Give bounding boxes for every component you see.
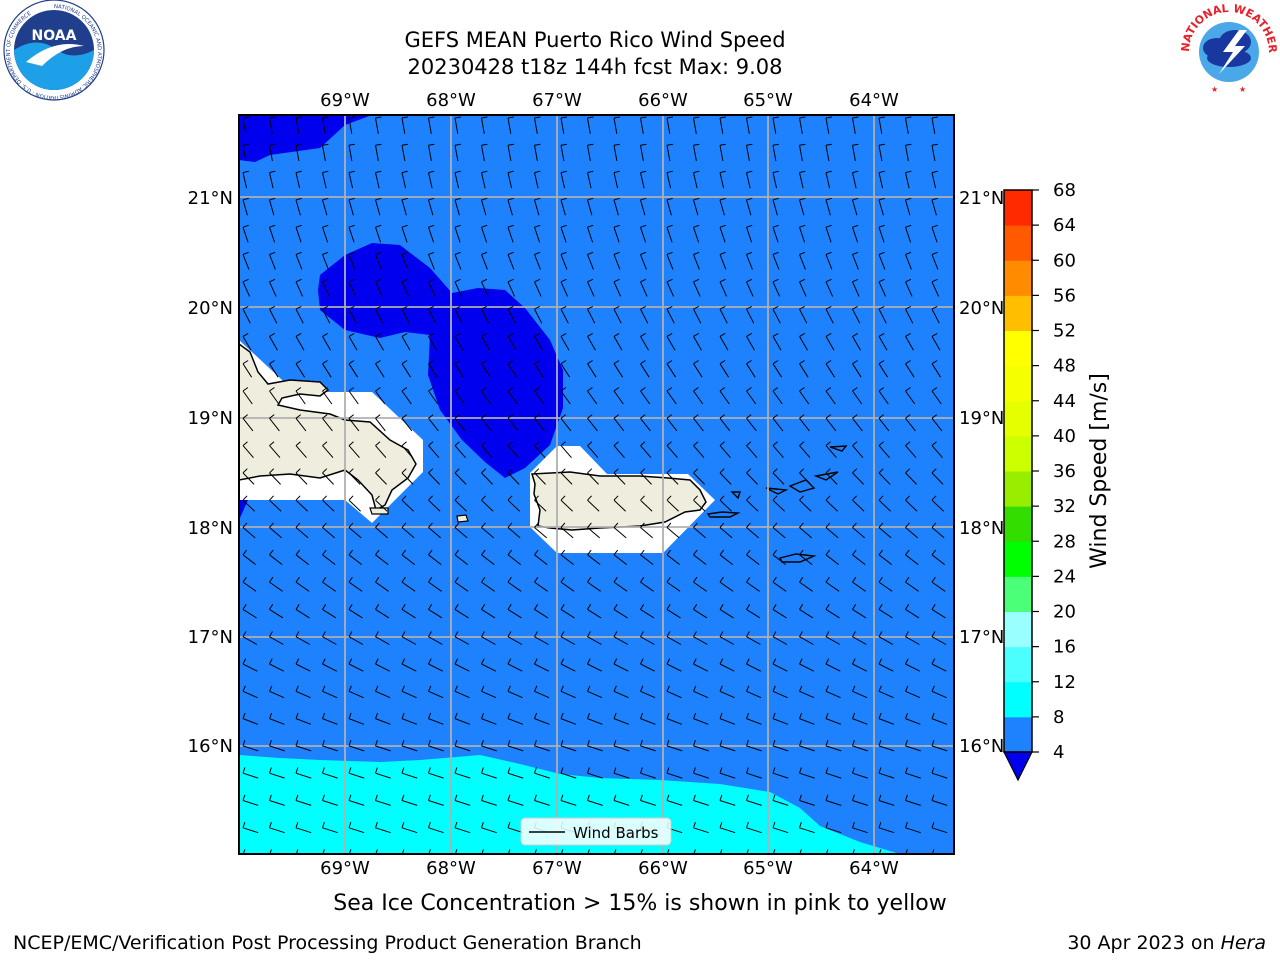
colorbar-tick-label: 36 xyxy=(1053,461,1076,482)
colorbar-segment xyxy=(1004,435,1032,472)
lon-label-top: 64°W xyxy=(849,90,899,111)
lat-label-right: 17°N xyxy=(959,627,1004,648)
wind-fill-8-12 xyxy=(239,755,900,854)
lon-label-top: 69°W xyxy=(320,90,370,111)
svg-text:★: ★ xyxy=(1211,85,1218,94)
colorbar-tick-label: 44 xyxy=(1053,391,1076,412)
svg-text:★: ★ xyxy=(1239,85,1246,94)
lon-label-bottom: 67°W xyxy=(532,858,582,879)
wind-fill-below-4-center xyxy=(318,243,563,478)
nws-logo: NATIONAL WEATHER SERVICE ★ ★ xyxy=(1177,0,1279,99)
lon-label-bottom: 69°W xyxy=(320,858,370,879)
lat-label-left: 18°N xyxy=(188,518,233,539)
colorbar-tick-label: 12 xyxy=(1053,672,1076,693)
colorbar-segment xyxy=(1004,646,1032,683)
producer-credit: NCEP/EMC/Verification Post Processing Pr… xyxy=(13,932,642,954)
colorbar-segment xyxy=(1004,225,1032,261)
wind-fill-below-4-north xyxy=(239,115,372,162)
colorbar-tick-label: 52 xyxy=(1053,321,1076,342)
colorbar-extend-triangle xyxy=(1003,751,1033,782)
colorbar-tick-label: 64 xyxy=(1053,215,1076,236)
colorbar-segment xyxy=(1004,330,1032,367)
colorbar-tick-label: 32 xyxy=(1053,496,1076,517)
lon-label-bottom: 64°W xyxy=(849,858,899,879)
lat-label-left: 17°N xyxy=(188,627,233,648)
lat-label-right: 16°N xyxy=(959,736,1004,757)
colorbar-segment xyxy=(1004,190,1032,226)
date-text: 30 Apr 2023 on xyxy=(1067,932,1221,954)
colorbar-tick-label: 40 xyxy=(1053,426,1076,447)
colorbar-tick-label: 56 xyxy=(1053,285,1076,306)
noaa-logo: NOAA NATIONAL OCEANIC AND ATMOSPHERIC AD… xyxy=(3,0,105,101)
lat-label-right: 20°N xyxy=(959,298,1004,319)
colorbar-tick-label: 4 xyxy=(1053,742,1064,763)
colorbar-tick-label: 8 xyxy=(1053,707,1064,728)
lon-label-top: 66°W xyxy=(638,90,688,111)
lon-label-top: 65°W xyxy=(743,90,793,111)
chart-title: GEFS MEAN Puerto Rico Wind Speed xyxy=(404,28,786,52)
lat-label-right: 18°N xyxy=(959,518,1004,539)
wind-barbs xyxy=(242,116,948,854)
colorbar-tick-label: 16 xyxy=(1053,637,1076,658)
colorbar-segment xyxy=(1004,400,1032,437)
colorbar-segment xyxy=(1004,576,1032,612)
run-date: 30 Apr 2023 on Hera xyxy=(1067,932,1266,954)
legend-label: Wind Barbs xyxy=(573,824,659,842)
noaa-logo-text: NOAA xyxy=(32,28,77,44)
wind-barb-field xyxy=(242,116,948,854)
lat-label-right: 21°N xyxy=(959,188,1004,209)
lon-label-top: 67°W xyxy=(532,90,582,111)
chart-subtitle: 20230428 t18z 144h fcst Max: 9.08 xyxy=(407,55,783,79)
colorbar-segment xyxy=(1004,260,1032,296)
colorbar-tick-label: 24 xyxy=(1053,566,1076,587)
colorbar-segment xyxy=(1004,471,1032,507)
lon-label-bottom: 68°W xyxy=(426,858,476,879)
colorbar-segment xyxy=(1004,295,1032,331)
lat-label-left: 21°N xyxy=(188,188,233,209)
graticule xyxy=(239,115,954,854)
colorbar-segment xyxy=(1004,541,1032,577)
sea-ice-note: Sea Ice Concentration > 15% is shown in … xyxy=(333,891,947,916)
colorbar-segment xyxy=(1004,506,1032,542)
lon-label-top: 68°W xyxy=(426,90,476,111)
colorbar-segment xyxy=(1004,365,1032,402)
colorbar-tick-label: 20 xyxy=(1053,602,1076,623)
colorbar-label: Wind Speed [m/s] xyxy=(1087,373,1112,569)
colorbar-tick-label: 48 xyxy=(1053,356,1076,377)
map-legend: Wind Barbs xyxy=(520,817,672,846)
lat-label-right: 19°N xyxy=(959,408,1004,429)
colorbar-segment xyxy=(1004,611,1032,648)
lat-label-left: 20°N xyxy=(188,298,233,319)
lon-label-bottom: 65°W xyxy=(743,858,793,879)
map-frame xyxy=(238,114,955,855)
colorbar-segment xyxy=(1004,681,1032,718)
colorbar-tick-label: 68 xyxy=(1053,180,1076,201)
host-name: Hera xyxy=(1220,932,1266,954)
lon-label-bottom: 66°W xyxy=(638,858,688,879)
lat-label-left: 19°N xyxy=(188,408,233,429)
lat-label-left: 16°N xyxy=(188,736,233,757)
land-hispaniola xyxy=(239,343,417,512)
colorbar-tick-label: 28 xyxy=(1053,531,1076,552)
colorbar-segment xyxy=(1004,716,1032,753)
colorbar-tick-label: 60 xyxy=(1053,250,1076,271)
